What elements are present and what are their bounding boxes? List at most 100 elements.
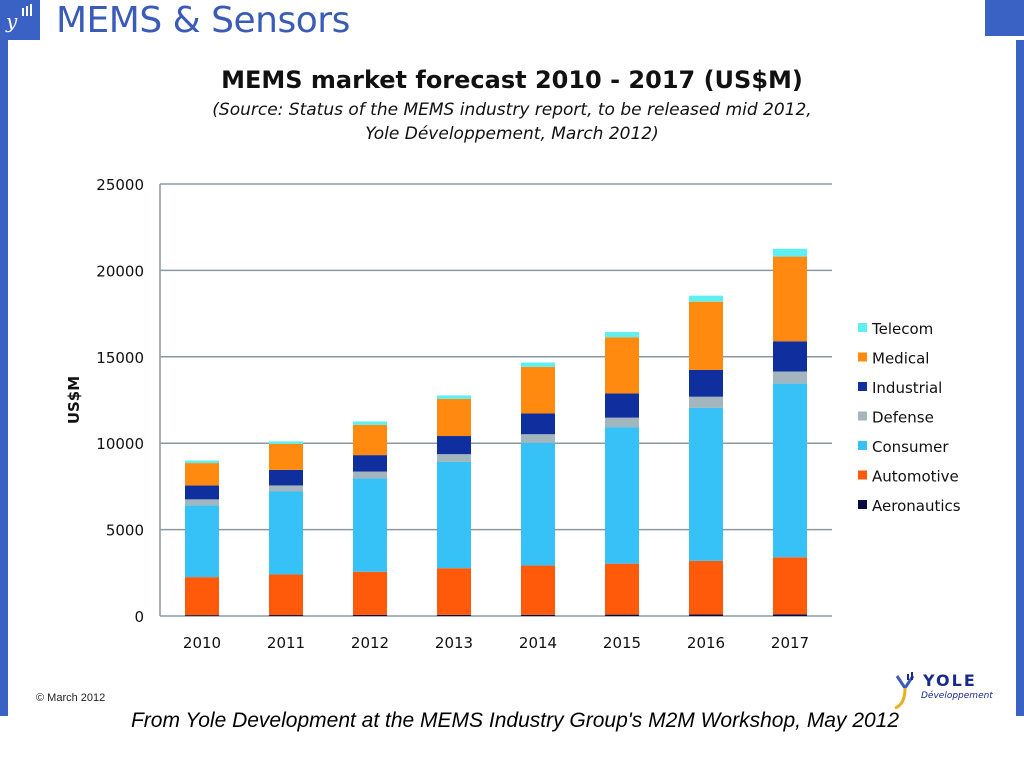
- legend-label-defense: Defense: [872, 409, 934, 427]
- bar-segment-automotive-2010: [185, 577, 219, 616]
- bar-segment-industrial-2016: [689, 369, 723, 397]
- bar-segment-telecom-2014: [521, 362, 555, 367]
- bar-segment-telecom-2013: [437, 395, 471, 399]
- x-tick-label: 2012: [351, 634, 389, 652]
- legend-swatch-consumer: [858, 441, 867, 450]
- bar-segment-defense-2013: [437, 454, 471, 462]
- bar-segment-aeronautics-2014: [521, 614, 555, 616]
- legend-label-industrial: Industrial: [872, 379, 942, 397]
- legend-swatch-telecom: [858, 323, 867, 332]
- bar-segment-telecom-2010: [185, 460, 219, 464]
- x-tick-label: 2016: [687, 634, 725, 652]
- legend-swatch-defense: [858, 411, 867, 421]
- chart-subtitle-line-1: (Source: Status of the MEMS industry rep…: [212, 100, 812, 120]
- bar-segment-defense-2016: [689, 396, 723, 408]
- yole-logo-subtext: Développement: [921, 690, 993, 701]
- bar-segment-automotive-2012: [353, 571, 387, 615]
- bar-segment-defense-2011: [269, 485, 303, 492]
- bar-segment-telecom-2016: [689, 295, 723, 302]
- bar-segment-medical-2016: [689, 301, 723, 370]
- bar-segment-defense-2017: [773, 371, 807, 384]
- svg-text:y: y: [5, 9, 18, 33]
- legend-swatch-medical: [858, 352, 867, 362]
- slide-caption: From Yole Development at the MEMS Indust…: [130, 709, 900, 732]
- bar-segment-consumer-2010: [185, 505, 219, 578]
- bar-segment-automotive-2013: [437, 568, 471, 615]
- bar-segment-automotive-2011: [269, 574, 303, 616]
- bar-segment-medical-2014: [521, 366, 555, 414]
- bar-segment-defense-2015: [605, 417, 639, 428]
- bar-segment-consumer-2014: [521, 442, 555, 566]
- bar-segment-aeronautics-2015: [605, 614, 639, 616]
- left-border: [0, 40, 8, 716]
- bar-segment-aeronautics-2017: [773, 614, 807, 616]
- bar-segment-industrial-2014: [521, 413, 555, 435]
- chart-subtitle-line-2: Yole Développement, March 2012): [365, 124, 659, 144]
- bar-segment-telecom-2012: [353, 421, 387, 425]
- header-accent-block: [985, 0, 1024, 36]
- stacked-bar-chart: 0 5000 10000 15000 20000 25000 US$M 2010 2011 201…: [65, 176, 961, 652]
- y-tick-label: 10000: [96, 435, 144, 453]
- bar-segment-medical-2015: [605, 337, 639, 394]
- bar-segment-aeronautics-2012: [353, 614, 387, 616]
- bar-segment-industrial-2012: [353, 455, 387, 472]
- header-title: MEMS & Sensors: [56, 0, 350, 41]
- y-tick-label: 20000: [96, 262, 144, 280]
- bar-segment-consumer-2015: [605, 427, 639, 564]
- bar-segment-automotive-2014: [521, 565, 555, 615]
- y-tick-label: 0: [134, 608, 144, 626]
- yole-corner-logo: y: [0, 0, 40, 40]
- x-tick-label: 2011: [267, 634, 305, 652]
- y-axis-title: US$M: [65, 376, 83, 424]
- x-tick-label: 2015: [603, 634, 641, 652]
- bar-segment-automotive-2017: [773, 557, 807, 615]
- legend-label-aeronautics: Aeronautics: [872, 497, 961, 515]
- bar-segment-industrial-2015: [605, 393, 639, 418]
- bar-segment-consumer-2013: [437, 461, 471, 569]
- bar-segment-consumer-2012: [353, 478, 387, 572]
- bar-segment-aeronautics-2010: [185, 615, 219, 616]
- legend-label-automotive: Automotive: [872, 468, 959, 486]
- bar-segment-industrial-2011: [269, 469, 303, 486]
- bar-segment-automotive-2015: [605, 563, 639, 615]
- yole-logo: YOLE Développement: [893, 668, 993, 712]
- y-tick-label: 25000: [96, 176, 144, 194]
- bar-segment-medical-2010: [185, 463, 219, 486]
- bar-segment-medical-2012: [353, 424, 387, 456]
- bar-segment-aeronautics-2011: [269, 615, 303, 616]
- legend-label-consumer: Consumer: [872, 438, 949, 456]
- bar-segment-industrial-2010: [185, 485, 219, 500]
- legend-swatch-automotive: [858, 470, 867, 480]
- bar-segment-telecom-2017: [773, 248, 807, 257]
- bar-segment-defense-2012: [353, 471, 387, 479]
- bar-segment-medical-2013: [437, 398, 471, 437]
- bar-segment-automotive-2016: [689, 560, 723, 615]
- chart-subtitle: (Source: Status of the MEMS industry rep…: [0, 98, 1024, 146]
- bar-segment-aeronautics-2016: [689, 614, 723, 616]
- y-tick-label: 15000: [96, 349, 144, 367]
- legend-label-telecom: Telecom: [871, 320, 933, 338]
- bar-segment-medical-2017: [773, 256, 807, 342]
- bar-segment-telecom-2011: [269, 441, 303, 444]
- copyright-text: © March 2012: [36, 692, 106, 704]
- x-tick-label: 2013: [435, 634, 473, 652]
- bar-segment-defense-2010: [185, 499, 219, 506]
- x-tick-label: 2014: [519, 634, 557, 652]
- bar-segment-industrial-2017: [773, 341, 807, 372]
- bar-segment-industrial-2013: [437, 436, 471, 455]
- right-border: [1016, 40, 1024, 716]
- slide-frame: y MEMS & Sensors MEMS market forecast 20…: [0, 0, 1024, 716]
- bar-segment-aeronautics-2013: [437, 614, 471, 616]
- bar-segment-consumer-2017: [773, 383, 807, 558]
- bar-segment-consumer-2016: [689, 407, 723, 561]
- legend-swatch-industrial: [858, 382, 867, 391]
- legend-label-medical: Medical: [872, 350, 929, 368]
- legend-swatch-aeronautics: [858, 500, 867, 509]
- bar-segment-consumer-2011: [269, 491, 303, 575]
- yole-logo-text: YOLE: [922, 671, 977, 690]
- bar-segment-medical-2011: [269, 443, 303, 470]
- x-tick-label: 2010: [183, 634, 221, 652]
- bar-segment-telecom-2015: [605, 332, 639, 338]
- y-tick-label: 5000: [106, 522, 144, 540]
- chart-title: MEMS market forecast 2010 - 2017 (US$M): [221, 66, 803, 94]
